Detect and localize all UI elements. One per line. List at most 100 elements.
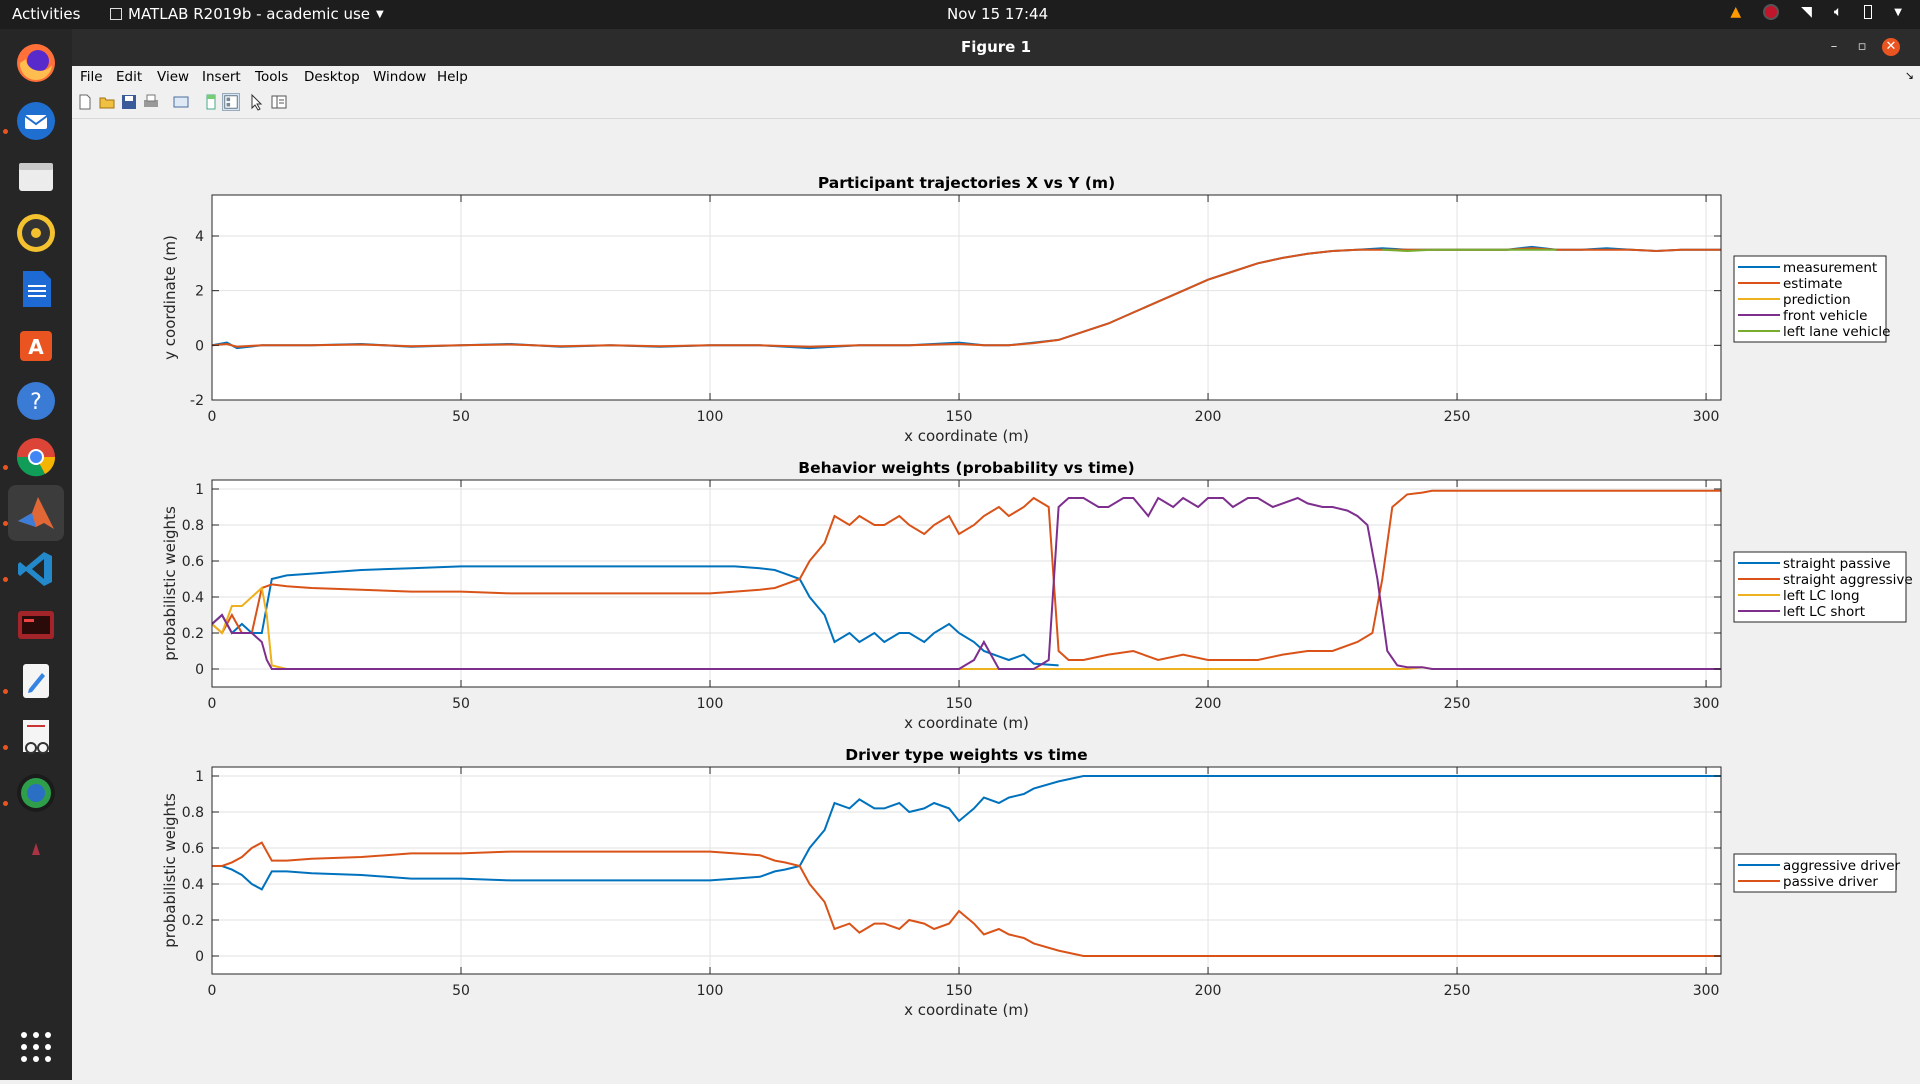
menu-bar: File Edit View Insert Tools Desktop Wind…	[72, 66, 1920, 88]
chevron-down-icon[interactable]: ▼	[1894, 6, 1902, 18]
text-editor-icon[interactable]	[8, 653, 64, 709]
x-tick-label: 150	[946, 983, 973, 999]
y-tick-label: 4	[195, 229, 204, 245]
dock-figure-arrow-icon[interactable]: ↘	[1904, 69, 1914, 82]
vlc-tray-icon[interactable]: ▲	[1730, 4, 1742, 20]
series-line-passive-driver	[212, 841, 1721, 957]
x-axis-label: x coordinate (m)	[904, 427, 1029, 445]
y-tick-label: 0	[195, 338, 204, 354]
chrome-icon[interactable]	[8, 429, 64, 485]
help-icon[interactable]: ?	[8, 373, 64, 429]
new-figure-icon[interactable]	[76, 93, 94, 111]
volume-icon[interactable]: 🔈︎	[1833, 4, 1843, 20]
x-tick-label: 0	[208, 983, 217, 999]
legend-entry: measurement	[1783, 260, 1877, 276]
legend-entry: straight aggressive	[1783, 572, 1913, 588]
y-axis-label: probabilistic weights	[161, 793, 179, 948]
window-title-bar[interactable]: Figure 1 – ▫ ✕	[72, 29, 1920, 66]
rhythmbox-icon[interactable]	[8, 205, 64, 261]
y-tick-label: 1	[195, 769, 204, 785]
menu-file[interactable]: File	[80, 69, 103, 85]
menu-tools[interactable]: Tools	[255, 69, 289, 85]
writer-icon[interactable]	[8, 261, 64, 317]
y-tick-label: 0.4	[182, 877, 204, 893]
battery-icon[interactable]	[1864, 5, 1873, 19]
maximize-icon[interactable]: ▫	[1857, 39, 1867, 54]
legend-entry: prediction	[1783, 292, 1851, 308]
legend-entry: passive driver	[1783, 874, 1878, 890]
series-line-straight-aggressive	[212, 489, 1721, 662]
x-tick-label: 250	[1444, 696, 1471, 712]
y-tick-label: 2	[195, 284, 204, 300]
record-tray-icon[interactable]	[1763, 4, 1780, 20]
plot-area	[212, 480, 1721, 687]
clock[interactable]: Nov 15 17:44	[947, 5, 1049, 23]
menu-edit[interactable]: Edit	[116, 69, 143, 85]
y-tick-label: 0.6	[182, 841, 204, 857]
open-file-icon[interactable]	[98, 93, 116, 111]
show-apps-icon[interactable]	[8, 1019, 64, 1075]
menu-help[interactable]: Help	[437, 69, 468, 85]
show-plot-tools-icon[interactable]	[222, 93, 240, 111]
legend-entry: left LC short	[1783, 604, 1865, 620]
terminal-app-icon[interactable]	[8, 597, 64, 653]
x-axis-label: x coordinate (m)	[904, 1001, 1029, 1019]
svg-text:A: A	[28, 335, 44, 359]
globe-app-icon[interactable]	[8, 765, 64, 821]
link-plot-icon[interactable]	[172, 93, 190, 111]
software-icon[interactable]: A	[8, 317, 64, 373]
close-icon[interactable]: ✕	[1882, 38, 1900, 56]
axes-3: 0 50 100 150 200 250 300 0 0.2 0.4 0.6 0.8 1 Driver t…	[161, 746, 1901, 1019]
legend-entry: aggressive driver	[1783, 858, 1901, 874]
settings-cone-icon[interactable]	[8, 821, 64, 877]
firefox-icon[interactable]	[8, 35, 64, 91]
hide-plot-tools-icon[interactable]	[202, 93, 220, 111]
y-axis-label: probabilistic weights	[161, 506, 179, 661]
edit-plot-arrow-icon[interactable]	[248, 93, 266, 111]
thunderbird-icon[interactable]	[8, 93, 64, 149]
x-axis-label: x coordinate (m)	[904, 714, 1029, 732]
x-tick-label: 250	[1444, 983, 1471, 999]
menu-window[interactable]: Window	[373, 69, 427, 85]
menu-view[interactable]: View	[157, 69, 190, 85]
files-icon[interactable]	[8, 149, 64, 205]
menu-insert[interactable]: Insert	[202, 69, 241, 85]
property-inspector-icon[interactable]	[270, 93, 288, 111]
legend-box	[1733, 853, 1897, 893]
series-line-aggressive-driver	[212, 775, 1721, 891]
dock: A ?	[0, 29, 72, 1080]
axes-box	[211, 766, 1722, 975]
print-icon[interactable]	[142, 93, 160, 111]
axes-box	[211, 194, 1722, 401]
minimize-icon[interactable]: –	[1830, 39, 1838, 54]
system-top-bar: Activities MATLAB R2019b - academic use …	[0, 0, 1920, 29]
vscode-icon[interactable]	[8, 541, 64, 597]
plot-area	[212, 767, 1721, 974]
axes-title: Behavior weights (probability vs time)	[798, 459, 1134, 477]
series-line-straight-passive	[212, 565, 1059, 667]
wifi-icon[interactable]: ◥	[1801, 4, 1812, 20]
document-viewer-icon[interactable]	[8, 709, 64, 765]
x-tick-label: 50	[452, 409, 470, 425]
x-tick-label: 200	[1195, 983, 1222, 999]
app-menu[interactable]: MATLAB R2019b - academic use ▼	[110, 5, 384, 23]
matlab-icon[interactable]	[8, 485, 64, 541]
activities-button[interactable]: Activities	[12, 5, 81, 23]
chevron-down-icon: ▼	[376, 8, 384, 20]
y-tick-label: 0.2	[182, 913, 204, 929]
x-tick-label: 300	[1693, 409, 1720, 425]
y-tick-label: 0	[195, 949, 204, 965]
x-tick-label: 150	[946, 696, 973, 712]
plot-area	[212, 195, 1721, 400]
x-tick-label: 100	[697, 696, 724, 712]
y-tick-label: 1	[195, 482, 204, 498]
x-tick-label: 250	[1444, 409, 1471, 425]
x-tick-label: 0	[208, 409, 217, 425]
y-tick-label: 0.2	[182, 626, 204, 642]
legend-entry: estimate	[1783, 276, 1842, 292]
save-icon[interactable]	[120, 93, 138, 111]
matlab-window-icon	[110, 8, 122, 20]
menu-desktop[interactable]: Desktop	[304, 69, 360, 85]
x-tick-label: 200	[1195, 409, 1222, 425]
